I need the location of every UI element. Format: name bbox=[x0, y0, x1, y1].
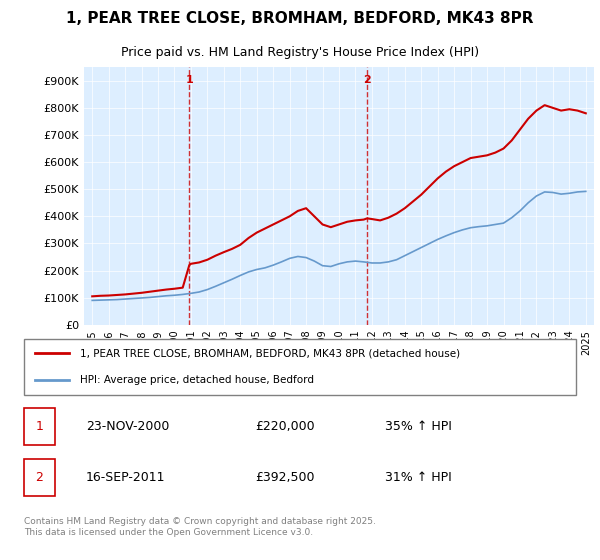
Text: HPI: Average price, detached house, Bedford: HPI: Average price, detached house, Bedf… bbox=[80, 375, 314, 385]
Text: 2: 2 bbox=[363, 75, 371, 85]
Text: 16-SEP-2011: 16-SEP-2011 bbox=[86, 471, 165, 484]
Text: 1: 1 bbox=[185, 75, 193, 85]
Bar bbox=[23, 408, 55, 445]
Text: £220,000: £220,000 bbox=[255, 419, 314, 433]
Text: 1, PEAR TREE CLOSE, BROMHAM, BEDFORD, MK43 8PR: 1, PEAR TREE CLOSE, BROMHAM, BEDFORD, MK… bbox=[66, 11, 534, 26]
Text: 31% ↑ HPI: 31% ↑ HPI bbox=[385, 471, 451, 484]
Bar bbox=[23, 459, 55, 496]
Text: 2: 2 bbox=[35, 471, 43, 484]
Text: Contains HM Land Registry data © Crown copyright and database right 2025.
This d: Contains HM Land Registry data © Crown c… bbox=[23, 517, 376, 536]
Text: 23-NOV-2000: 23-NOV-2000 bbox=[86, 419, 169, 433]
Text: £392,500: £392,500 bbox=[255, 471, 314, 484]
Text: 35% ↑ HPI: 35% ↑ HPI bbox=[385, 419, 451, 433]
Text: Price paid vs. HM Land Registry's House Price Index (HPI): Price paid vs. HM Land Registry's House … bbox=[121, 46, 479, 59]
Text: 1, PEAR TREE CLOSE, BROMHAM, BEDFORD, MK43 8PR (detached house): 1, PEAR TREE CLOSE, BROMHAM, BEDFORD, MK… bbox=[80, 348, 460, 358]
Text: 1: 1 bbox=[35, 419, 43, 433]
